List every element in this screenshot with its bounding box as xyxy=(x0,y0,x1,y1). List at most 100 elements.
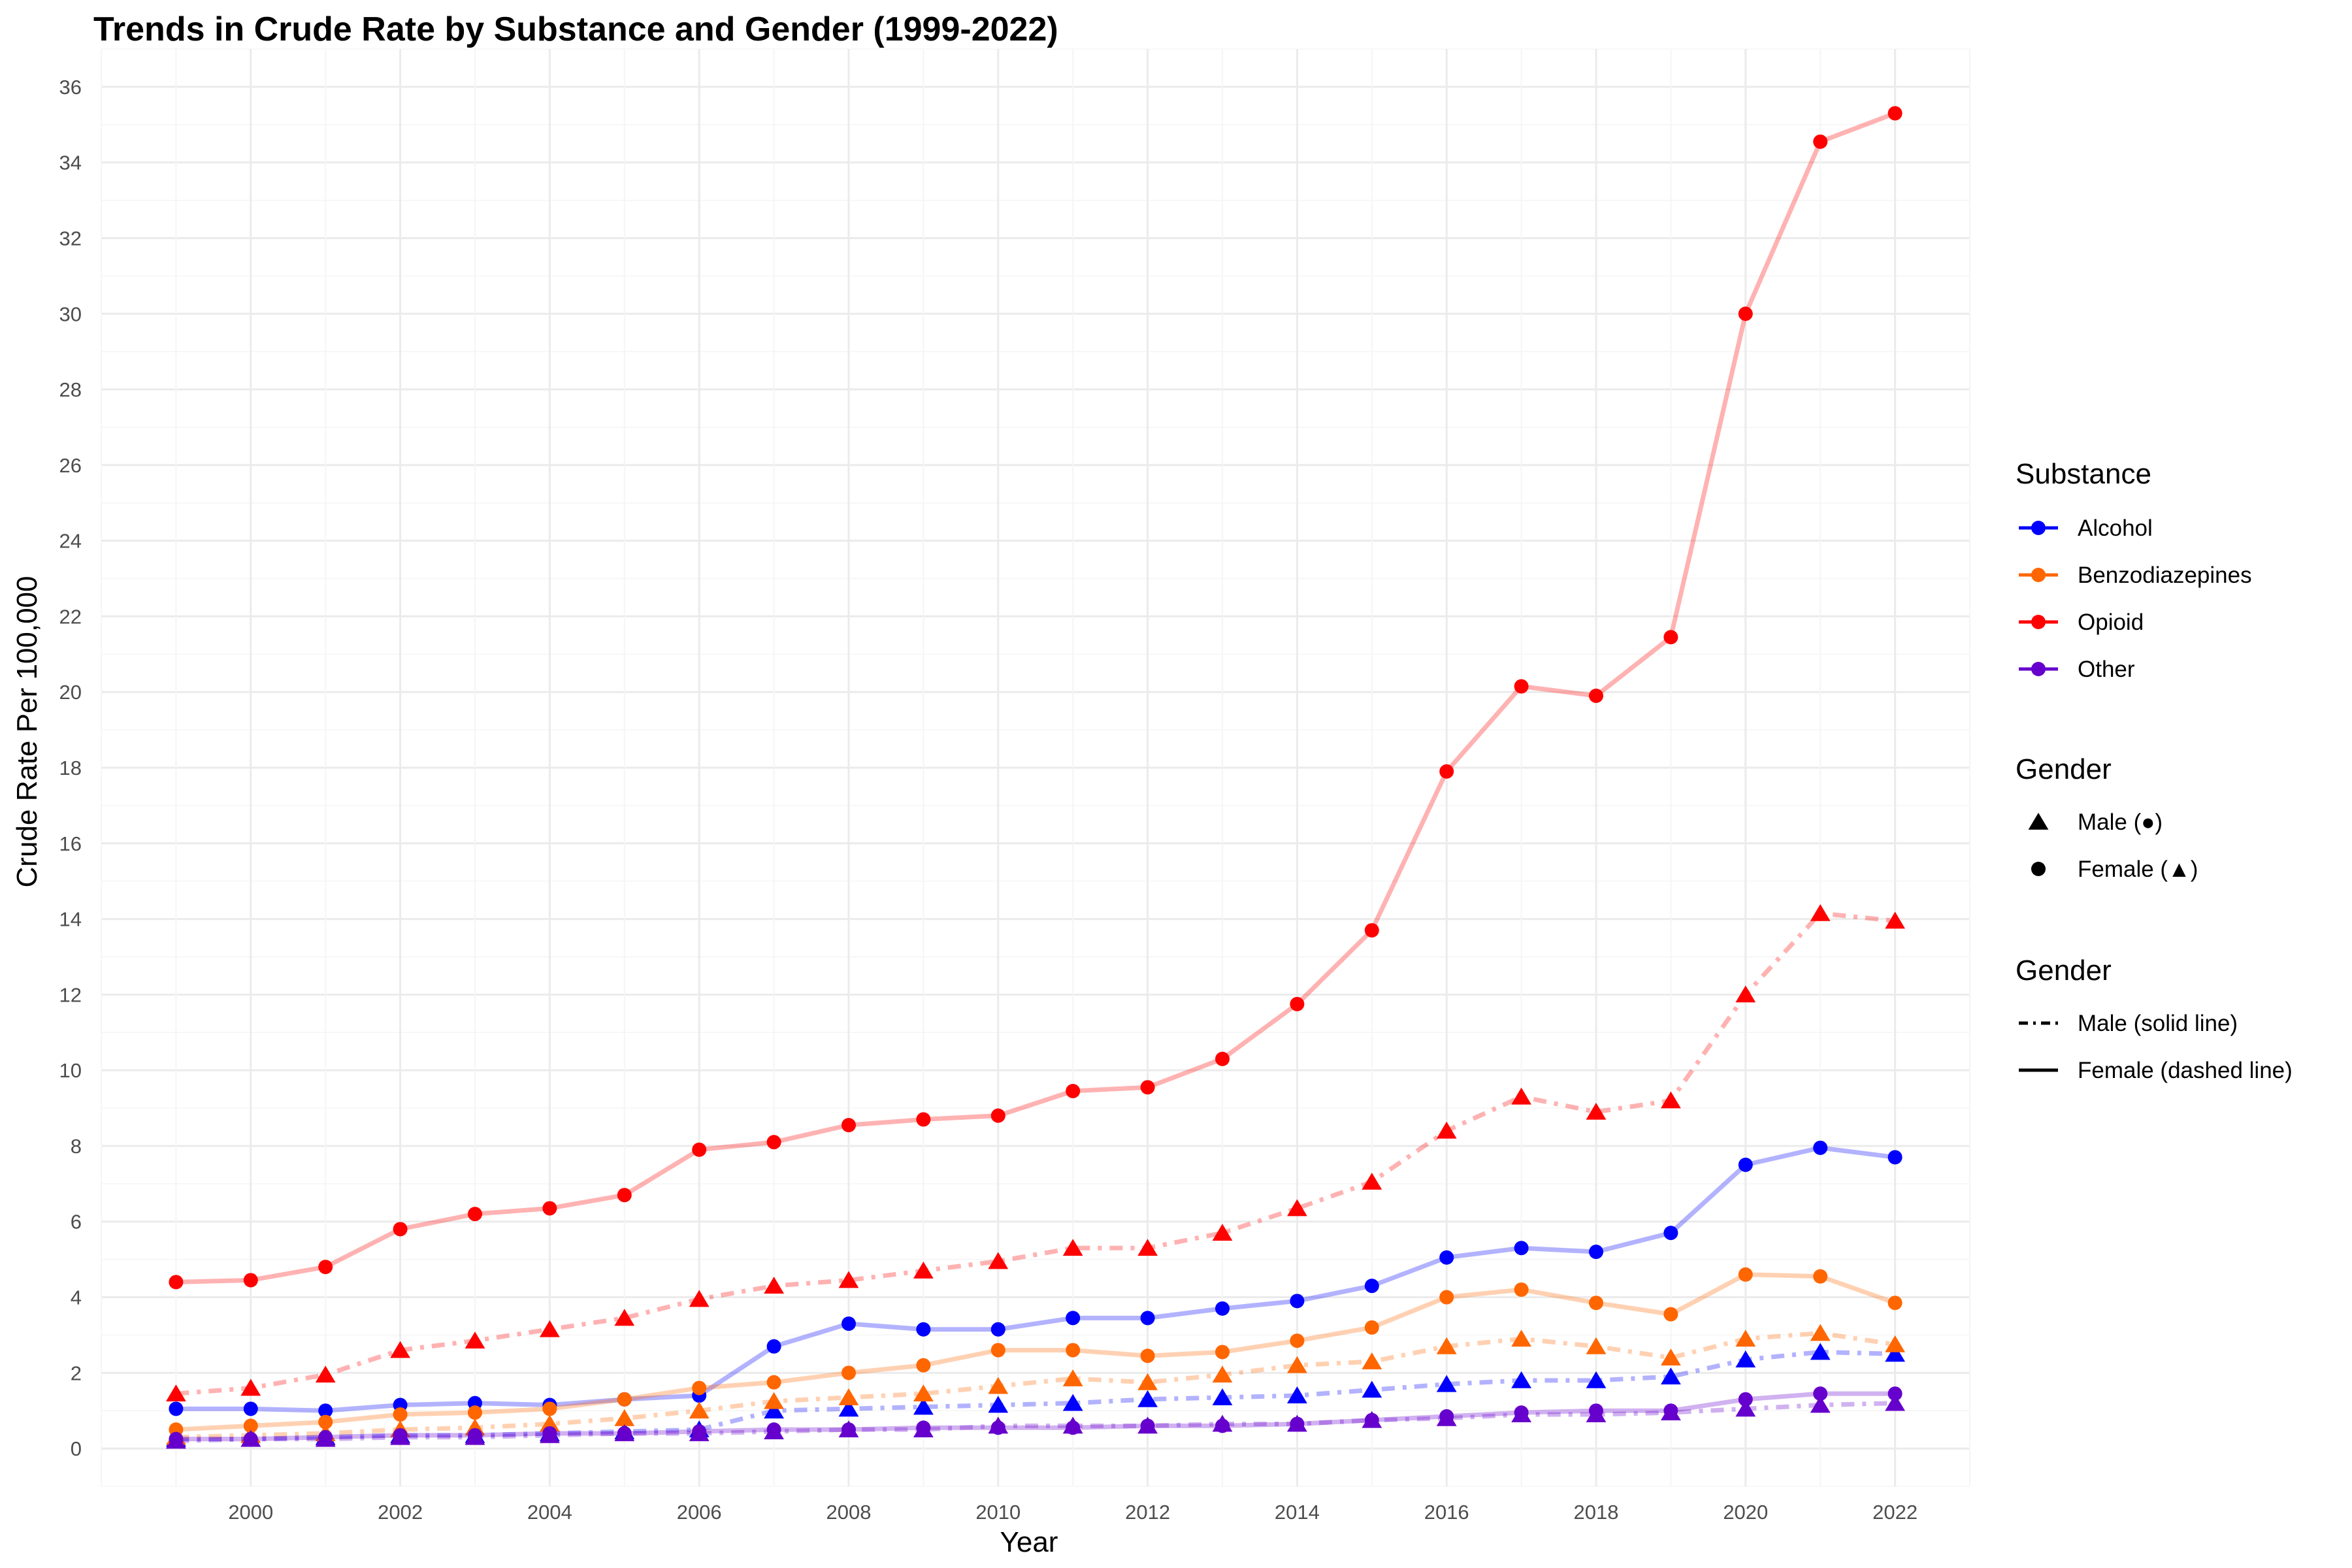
data-point-other-male xyxy=(1661,1403,1681,1421)
data-point-opioid-female xyxy=(393,1222,408,1237)
legend-substance-title: Substance xyxy=(2016,458,2151,490)
y-tick-label: 36 xyxy=(59,76,82,99)
data-point-opioid-male xyxy=(166,1384,186,1402)
data-point-opioid-male xyxy=(1362,1172,1382,1190)
data-point-benzodiazepines-male xyxy=(540,1414,560,1432)
data-point-alcohol-male xyxy=(988,1396,1009,1413)
data-point-other-male xyxy=(166,1431,186,1449)
data-point-alcohol-female xyxy=(1514,1241,1529,1256)
data-point-alcohol-female xyxy=(318,1403,333,1418)
series-line-benzodiazepines-male xyxy=(176,1331,1896,1440)
data-point-alcohol-female xyxy=(916,1322,931,1337)
data-point-alcohol-female xyxy=(1290,1294,1305,1309)
data-point-opioid-male xyxy=(838,1271,859,1288)
data-point-opioid-female xyxy=(468,1207,482,1222)
y-tick-label: 12 xyxy=(59,983,82,1006)
data-point-opioid-female xyxy=(1738,306,1753,321)
data-point-benzodiazepines-male xyxy=(1735,1330,1756,1347)
data-point-benzodiazepines-female xyxy=(1887,1296,1903,1311)
data-point-alcohol-male xyxy=(1137,1390,1158,1407)
data-point-opioid-male xyxy=(1810,904,1831,921)
data-point-other-male xyxy=(913,1420,934,1438)
data-point-benzodiazepines-female xyxy=(1439,1290,1454,1305)
legend-shape-item: Male (●) xyxy=(2028,809,2163,835)
data-point-opioid-male xyxy=(1885,911,1905,929)
data-point-alcohol-female xyxy=(841,1316,856,1331)
data-point-other-male xyxy=(1212,1414,1233,1432)
legend-substance-items: Alcohol Benzodiazepines Opioid Other xyxy=(2019,515,2252,682)
data-point-opioid-male xyxy=(1436,1121,1457,1139)
data-point-benzodiazepines-male xyxy=(1511,1330,1531,1347)
data-point-opioid-female xyxy=(1066,1084,1081,1098)
data-point-opioid-male xyxy=(764,1277,784,1294)
data-point-opioid-female xyxy=(542,1201,557,1216)
data-point-other-female xyxy=(1887,1386,1903,1401)
data-point-alcohol-male xyxy=(764,1401,784,1419)
data-point-alcohol-male xyxy=(1212,1388,1233,1405)
data-point-benzodiazepines-female xyxy=(1738,1267,1753,1282)
data-point-benzodiazepines-male xyxy=(614,1409,635,1426)
data-point-opioid-female xyxy=(318,1260,333,1275)
data-point-opioid-female xyxy=(1813,134,1828,149)
data-point-alcohol-female xyxy=(1589,1245,1603,1260)
data-point-other-male xyxy=(1287,1414,1307,1432)
x-axis-label: Year xyxy=(1000,1526,1058,1558)
data-point-benzodiazepines-male xyxy=(1586,1337,1607,1354)
legend-key-point xyxy=(2031,615,2046,629)
data-point-benzodiazepines-male xyxy=(1137,1373,1158,1390)
legend-shape-item: Female (▲) xyxy=(2031,857,2198,882)
data-point-opioid-female xyxy=(1215,1051,1230,1066)
legend-label: Male (solid line) xyxy=(2078,1011,2238,1036)
data-point-opioid-male xyxy=(315,1365,336,1383)
legend-item-opioid: Opioid xyxy=(2019,610,2144,635)
series-line-benzodiazepines-female xyxy=(176,1272,1896,1432)
x-tick-label: 2006 xyxy=(677,1501,722,1524)
data-point-opioid-male xyxy=(1586,1102,1607,1120)
data-point-other-male xyxy=(465,1428,485,1445)
x-tick-label: 2014 xyxy=(1275,1501,1320,1524)
series-opioid-male xyxy=(166,904,1905,1402)
data-point-benzodiazepines-male xyxy=(689,1401,710,1419)
data-point-other-male xyxy=(1137,1416,1158,1434)
data-point-opioid-male xyxy=(1062,1239,1083,1256)
data-point-opioid-female xyxy=(169,1275,184,1290)
legend-label: Benzodiazepines xyxy=(2078,563,2252,588)
data-point-alcohol-female xyxy=(1813,1140,1828,1155)
y-axis-label: Crude Rate Per 100,000 xyxy=(11,576,43,888)
data-point-benzodiazepines-female xyxy=(1589,1296,1603,1311)
x-tick-label: 2018 xyxy=(1574,1501,1619,1524)
legend-item-alcohol: Alcohol xyxy=(2019,515,2153,541)
x-tick-label: 2016 xyxy=(1424,1501,1469,1524)
y-tick-label: 14 xyxy=(59,908,82,931)
data-point-other-male xyxy=(1586,1405,1607,1422)
data-point-benzodiazepines-female xyxy=(617,1392,632,1407)
data-point-benzodiazepines-female xyxy=(990,1343,1005,1358)
data-point-benzodiazepines-male xyxy=(1661,1348,1681,1366)
legend-shape-items: Male (●) Female (▲) xyxy=(2028,809,2198,882)
data-point-opioid-male xyxy=(465,1331,485,1349)
data-point-opioid-male xyxy=(913,1262,934,1279)
x-tick-labels: 2000 2002 2004 2006 2008 2010 2012 2014 2016 2018… xyxy=(228,1501,1918,1524)
y-tick-label: 2 xyxy=(71,1362,82,1384)
data-point-opioid-female xyxy=(1439,764,1454,779)
y-tick-label: 24 xyxy=(59,530,82,553)
data-point-opioid-male xyxy=(390,1341,410,1358)
data-point-benzodiazepines-female xyxy=(692,1380,707,1396)
legend-label: Alcohol xyxy=(2078,515,2153,541)
legend-label: Opioid xyxy=(2078,610,2144,635)
x-tick-label: 2010 xyxy=(975,1501,1021,1524)
data-point-opioid-female xyxy=(1290,996,1305,1011)
data-point-benzodiazepines-male xyxy=(1810,1324,1831,1341)
data-point-benzodiazepines-male xyxy=(988,1377,1009,1394)
data-point-opioid-male xyxy=(1212,1224,1233,1241)
data-point-other-male xyxy=(240,1429,261,1447)
data-point-benzodiazepines-female xyxy=(1663,1307,1678,1322)
data-point-benzodiazepines-male xyxy=(1287,1356,1307,1373)
data-point-benzodiazepines-male xyxy=(1362,1352,1382,1369)
data-point-opioid-male xyxy=(1661,1091,1681,1109)
y-tick-label: 34 xyxy=(59,152,82,174)
data-point-opioid-female xyxy=(1514,679,1529,694)
data-point-other-male xyxy=(315,1429,336,1447)
data-point-alcohol-male xyxy=(1362,1380,1382,1398)
